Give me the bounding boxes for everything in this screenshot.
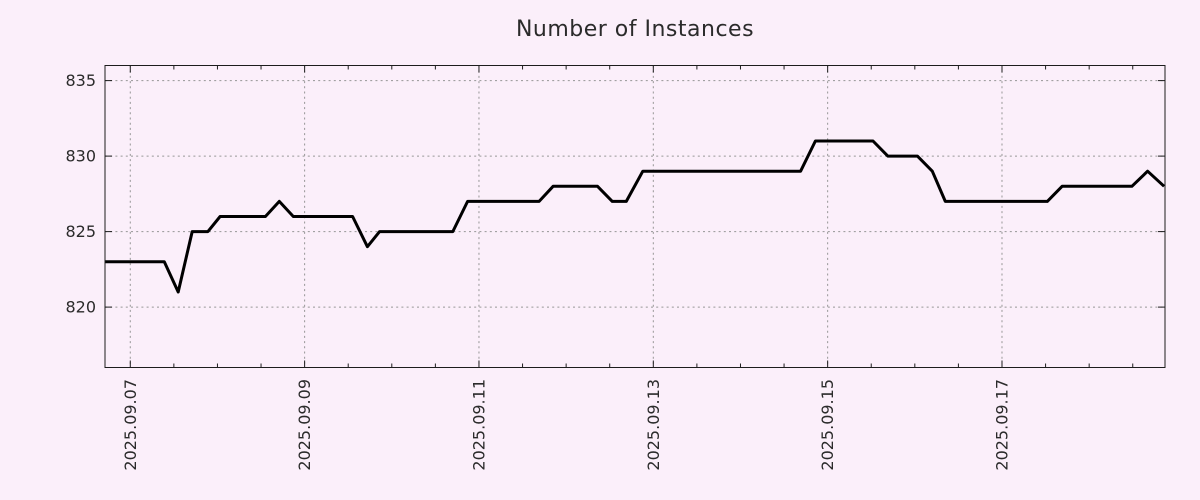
x-axis-tick-label: 2025.09.15	[818, 379, 837, 471]
x-axis-tick-label: 2025.09.17	[992, 379, 1011, 471]
y-axis-tick-label: 825	[65, 222, 96, 241]
x-axis-tick-label: 2025.09.11	[469, 379, 488, 471]
x-axis-tick-label: 2025.09.13	[644, 379, 663, 471]
y-axis-tick-label: 835	[65, 71, 96, 90]
x-axis-tick-label: 2025.09.09	[295, 379, 314, 471]
plot-border	[104, 65, 1166, 368]
y-axis-tick-label: 820	[65, 298, 96, 317]
chart-title: Number of Instances	[515, 17, 755, 42]
series-line-instances	[105, 139, 1166, 294]
y-axis-tick-label: 830	[65, 147, 96, 166]
x-axis-tick-label: 2025.09.07	[121, 379, 140, 471]
